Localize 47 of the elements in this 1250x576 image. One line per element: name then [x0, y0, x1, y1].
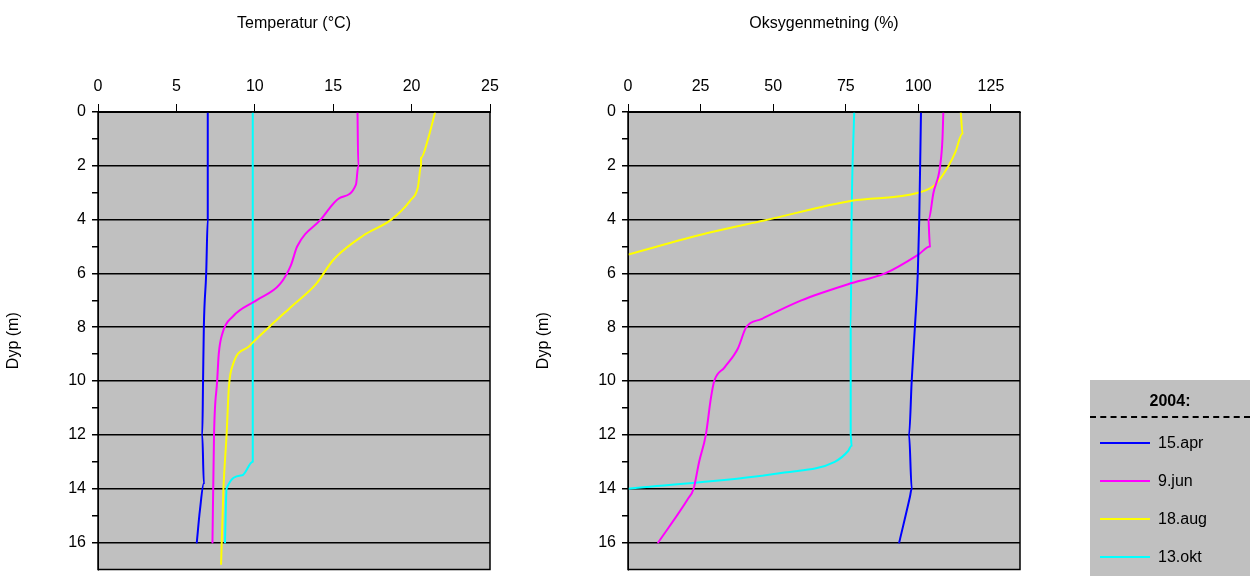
- line-series: [224, 112, 254, 544]
- y-tick-label: 6: [607, 263, 617, 281]
- x-tick-label: 5: [171, 76, 181, 94]
- line-series: [211, 112, 360, 544]
- line-series: [628, 112, 856, 490]
- x-tick-label: 25: [691, 76, 710, 94]
- x-tick-label: 15: [324, 76, 343, 94]
- y-tick-label: 0: [607, 102, 617, 120]
- x-tick-label: 75: [836, 76, 855, 94]
- legend-label: 18.aug: [1158, 510, 1207, 528]
- legend-label: 9.jun: [1158, 472, 1193, 490]
- line-series: [657, 112, 945, 544]
- y-tick-label: 14: [598, 479, 617, 497]
- legend-title: 2004:: [1090, 380, 1250, 418]
- y-tick-label: 10: [68, 371, 87, 389]
- y-tick-label: 2: [77, 156, 87, 174]
- x-tick-label: 125: [977, 76, 1005, 94]
- line-series: [898, 112, 922, 544]
- y-tick-label: 0: [77, 102, 87, 120]
- y-tick-label: 4: [607, 210, 617, 228]
- legend-label: 15.apr: [1158, 434, 1204, 452]
- y-tick-label: 16: [598, 532, 617, 550]
- legend-label: 13.okt: [1158, 548, 1202, 566]
- y-tick-label: 2: [607, 156, 617, 174]
- x-tick-label: 0: [623, 76, 633, 94]
- y-tick-label: 8: [77, 317, 87, 335]
- y-tick-label: 12: [598, 425, 617, 443]
- y-tick-label: 8: [607, 317, 617, 335]
- x-tick-label: 20: [402, 76, 421, 94]
- line-series: [195, 112, 209, 544]
- line-series: [220, 112, 437, 566]
- y-tick-label: 10: [598, 371, 617, 389]
- y-tick-label: 4: [77, 210, 87, 228]
- y-axis-title: Dyp (m): [534, 312, 552, 370]
- y-tick-label: 14: [68, 479, 87, 497]
- line-series: [628, 112, 964, 256]
- x-tick-label: 10: [245, 76, 264, 94]
- chart-title: Temperatur (°C): [236, 14, 352, 32]
- y-axis-title: Dyp (m): [4, 312, 22, 370]
- x-tick-label: 25: [481, 76, 499, 94]
- y-tick-label: 12: [68, 425, 87, 443]
- y-tick-label: 6: [77, 263, 87, 281]
- x-tick-label: 50: [764, 76, 783, 94]
- x-tick-label: 100: [905, 76, 932, 94]
- chart-title: Oksygenmetning (%): [748, 14, 900, 32]
- x-tick-label: 0: [93, 76, 103, 94]
- y-tick-label: 16: [68, 532, 87, 550]
